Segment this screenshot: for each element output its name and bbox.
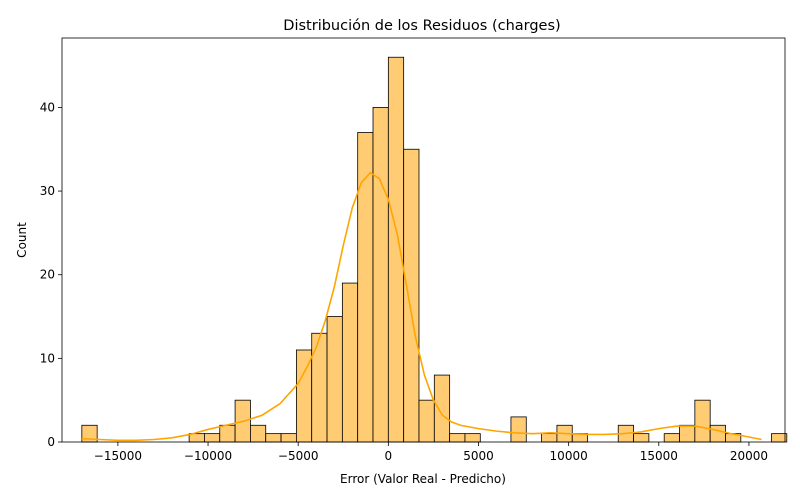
x-axis-label: Error (Valor Real - Predicho)	[340, 472, 506, 486]
y-axis-label: Count	[15, 222, 29, 258]
histogram-bar	[311, 332, 328, 443]
histogram-bar	[433, 374, 451, 443]
x-tick-label: 10000	[550, 449, 588, 463]
histogram-bar	[387, 56, 405, 443]
histogram-bar	[449, 433, 466, 443]
histogram-bar	[265, 433, 282, 443]
chart-title: Distribución de los Residuos (charges)	[283, 18, 560, 34]
histogram-bar	[204, 433, 221, 443]
x-tick-label: 20000	[730, 449, 768, 463]
y-axis-ticks: 0 10 20 30 40	[40, 100, 62, 449]
histogram-bar	[326, 316, 343, 443]
histogram-bar	[403, 148, 420, 443]
histogram-bar	[219, 424, 236, 443]
y-tick-label: 40	[40, 100, 55, 114]
y-tick-label: 10	[40, 351, 55, 365]
plot-frame	[61, 37, 786, 443]
y-tick-label: 30	[40, 184, 55, 198]
x-tick-label: 15000	[640, 449, 678, 463]
histogram-bar	[633, 433, 650, 443]
x-tick-label: −5000	[278, 449, 319, 463]
histogram-bar	[541, 433, 558, 443]
histogram-bar	[709, 424, 726, 443]
histogram-bars	[81, 56, 788, 443]
histogram-bar	[372, 107, 389, 443]
histogram-bar	[771, 433, 788, 443]
y-tick-label: 20	[40, 268, 55, 282]
histogram-bar	[510, 416, 527, 443]
x-tick-label: −10000	[184, 449, 232, 463]
x-tick-label: −15000	[94, 449, 142, 463]
histogram-bar	[280, 433, 297, 443]
histogram-bar	[341, 282, 359, 443]
histogram-bar	[679, 424, 696, 443]
y-tick-label: 0	[47, 435, 55, 449]
histogram-bar	[663, 433, 680, 443]
x-tick-label: 0	[385, 449, 393, 463]
kde-line	[81, 171, 762, 442]
histogram-bar	[464, 433, 481, 443]
x-axis-ticks: −15000 −10000 −5000 0 5000 10000 15000 20000	[94, 442, 768, 463]
histogram-bar	[418, 399, 435, 443]
kde-curve-group	[81, 171, 762, 442]
x-tick-label: 5000	[463, 449, 494, 463]
histogram-bar	[694, 399, 711, 443]
histogram-bar	[250, 424, 267, 443]
